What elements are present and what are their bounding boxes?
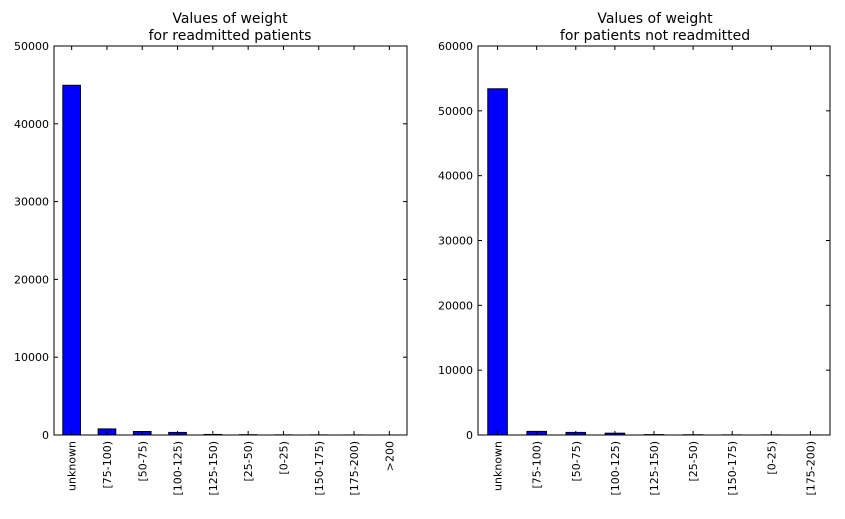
y-tick-label: 60000 <box>438 40 473 53</box>
y-axis: 0 10000 20000 30000 40000 50000 60000 <box>438 40 830 442</box>
y-tick-label: 30000 <box>14 196 49 209</box>
x-tick-label: [25-50) <box>687 441 700 482</box>
x-tick-label: [0-25) <box>765 441 778 475</box>
bars <box>62 84 399 436</box>
bar <box>62 84 81 436</box>
y-tick-label: 20000 <box>14 273 49 286</box>
x-tick-label: >200 <box>383 441 396 471</box>
plot-frame <box>53 45 408 436</box>
x-tick-label: unknown <box>492 441 505 491</box>
y-tick-label: 50000 <box>438 105 473 118</box>
x-tick-label: [50-75) <box>136 441 149 482</box>
y-tick-label: 40000 <box>438 170 473 183</box>
x-tick-label: [175-200) <box>804 441 817 496</box>
y-tick-label: 50000 <box>14 40 49 53</box>
bars <box>487 88 821 436</box>
y-tick-label: 0 <box>466 429 473 442</box>
bar <box>487 88 508 436</box>
x-tick-label: [175-200) <box>348 441 361 496</box>
chart-title-line2: for readmitted patients <box>149 28 312 44</box>
plot-frame <box>477 45 831 436</box>
chart-title-line1: Values of weight <box>597 11 713 27</box>
x-tick-label: [0-25) <box>277 441 290 475</box>
x-tick-label: [150-175) <box>726 441 739 496</box>
x-tick-label: [75-100) <box>531 441 544 489</box>
y-tick-label: 10000 <box>438 364 473 377</box>
y-tick-label: 20000 <box>438 299 473 312</box>
y-tick-label: 10000 <box>14 351 49 364</box>
x-tick-label: [75-100) <box>101 441 114 489</box>
x-tick-label: [125-150) <box>648 441 661 496</box>
x-tick-label: [25-50) <box>242 441 255 482</box>
x-axis: unknown [75-100) [50-75) [100-125) [125-150)… <box>66 46 396 496</box>
y-axis: 0 10000 20000 30000 40000 50000 <box>14 40 407 442</box>
chart-title-line2: for patients not readmitted <box>560 28 750 44</box>
x-tick-label: [100-125) <box>172 441 185 496</box>
x-axis: unknown [75-100) [50-75) [100-125) [125-150)… <box>492 46 817 496</box>
y-tick-label: 30000 <box>438 235 473 248</box>
x-tick-label: [50-75) <box>570 441 583 482</box>
chart-readmitted: Values of weight for readmitted patients… <box>14 11 408 496</box>
x-tick-label: unknown <box>66 441 79 491</box>
y-tick-label: 40000 <box>14 118 49 131</box>
y-tick-label: 0 <box>42 429 49 442</box>
x-tick-label: [100-125) <box>609 441 622 496</box>
x-tick-label: [125-150) <box>207 441 220 496</box>
chart-title-line1: Values of weight <box>172 11 288 27</box>
chart-not-readmitted: Values of weight for patients not readmi… <box>438 11 831 496</box>
x-tick-label: [150-175) <box>313 441 326 496</box>
